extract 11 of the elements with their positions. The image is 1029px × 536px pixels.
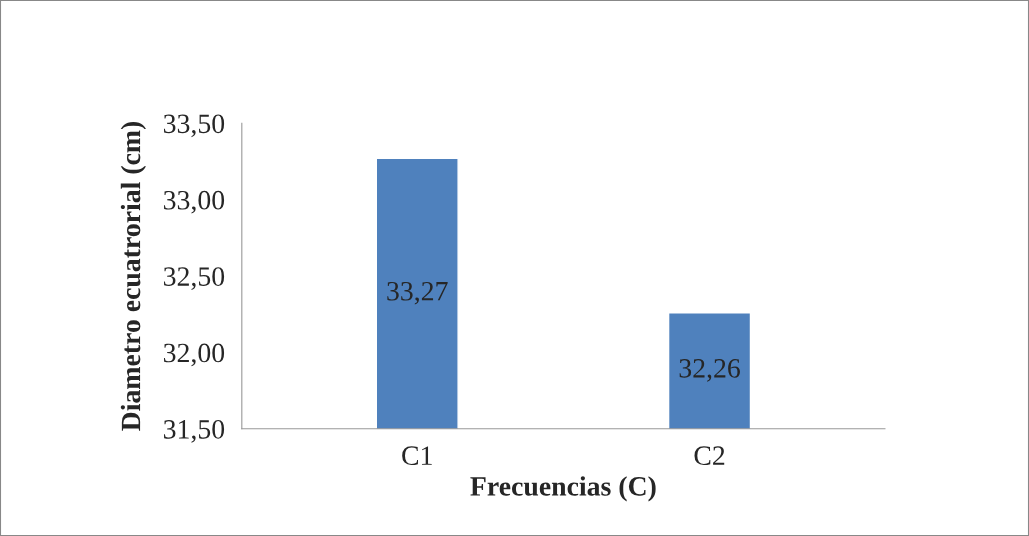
y-tick-label: 32,50 — [163, 267, 225, 290]
x-tick-label: C2 — [694, 446, 725, 466]
y-axis-title: Diametro ecuatrorial (cm) — [120, 121, 146, 431]
y-tick-label: 32,00 — [163, 343, 225, 367]
data-label: 33,27 — [387, 281, 448, 305]
x-tick-label: C1 — [402, 446, 432, 466]
x-axis-title: Frecuencias (C) — [470, 476, 656, 502]
data-label: 32,26 — [679, 359, 740, 382]
y-tick-label: 33,00 — [163, 190, 225, 214]
y-tick-label: 33,50 — [163, 114, 225, 138]
y-tick-label: 31,50 — [163, 419, 225, 443]
